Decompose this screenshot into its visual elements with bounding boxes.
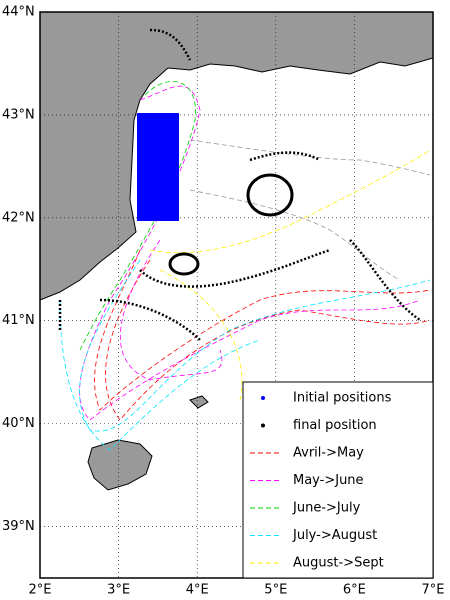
land-mainland <box>39 11 434 301</box>
x-tick-label: 6°E <box>343 583 366 598</box>
eddy-positions <box>168 252 200 276</box>
legend-label: August->Sept <box>293 556 384 571</box>
y-tick-label: 43°N <box>2 107 35 122</box>
legend-label: Avril->May <box>293 446 364 461</box>
x-tick-label: 4°E <box>186 583 209 598</box>
y-tick-label: 44°N <box>2 5 35 20</box>
map-frame <box>39 11 434 579</box>
y-tick-label: 42°N <box>2 210 35 225</box>
x-tick-label: 5°E <box>264 583 287 598</box>
x-tick-label: 2°E <box>29 583 52 598</box>
legend-label: July->August <box>292 528 377 543</box>
legend-label: final position <box>293 418 377 433</box>
final-position-trail <box>58 28 421 341</box>
x-tick-label: 7°E <box>422 583 445 598</box>
legend-marker <box>261 423 265 428</box>
eddy-positions <box>246 173 294 217</box>
legend-label: Initial positions <box>293 391 392 406</box>
land-mallorca <box>87 439 153 491</box>
legend-label: May->June <box>293 473 364 488</box>
x-tick-label: 3°E <box>107 583 130 598</box>
y-tick-label: 41°N <box>2 313 35 328</box>
trajectory <box>59 299 261 451</box>
final-positions <box>58 28 421 341</box>
trajectory <box>79 80 196 351</box>
trajectory <box>94 249 431 411</box>
trajectory <box>119 239 223 381</box>
legend: Initial positions final position Avril->Ma… <box>242 381 434 579</box>
legend-marker <box>261 396 265 400</box>
trajectories <box>59 80 431 451</box>
trajectory <box>79 85 421 421</box>
y-tick-label: 40°N <box>2 416 35 431</box>
trajectory <box>189 139 431 281</box>
legend-label: June->July <box>292 501 361 516</box>
initial-positions-area <box>137 113 179 221</box>
trajectory <box>79 259 431 432</box>
land-menorca <box>189 395 209 409</box>
plot-area <box>39 11 434 579</box>
trajectory <box>149 149 431 401</box>
y-tick-label: 39°N <box>2 519 35 534</box>
trajectory <box>105 259 431 421</box>
